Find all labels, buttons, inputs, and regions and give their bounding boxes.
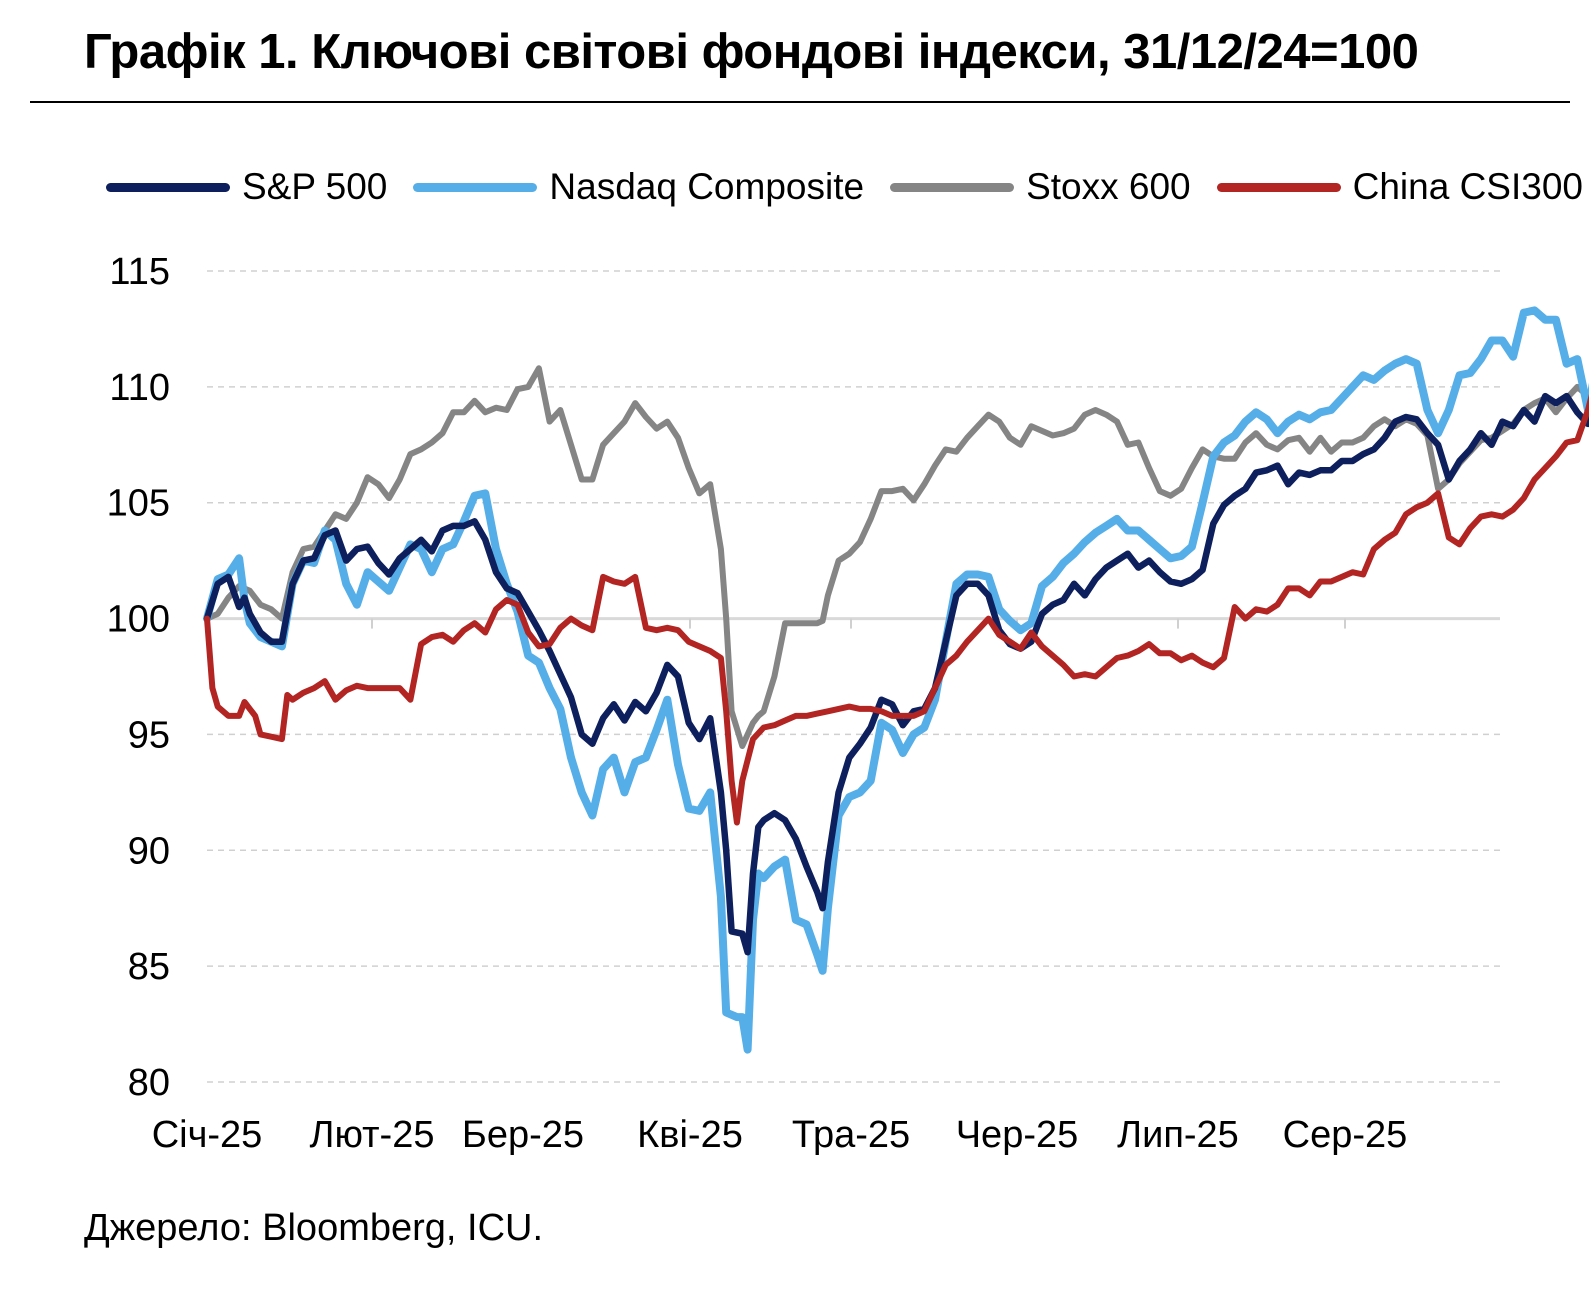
- legend-item-stoxx600: Stoxx 600: [890, 166, 1191, 208]
- x-tick-label: Лип-25: [1117, 1114, 1239, 1156]
- y-tick-label: 80: [128, 1062, 170, 1104]
- legend-label-csi300: China CSI300: [1352, 166, 1583, 207]
- y-tick-label: 100: [107, 599, 170, 641]
- y-tick-label: 95: [128, 714, 170, 756]
- title-divider: [30, 101, 1570, 103]
- x-tick-label: Бер-25: [462, 1114, 584, 1156]
- x-tick-label: Кві-25: [637, 1114, 743, 1156]
- axis-layer: 80 85 90 95 100 105 110 115 Січ-25 Лют-25 Бер-25 Кв…: [107, 251, 1408, 1156]
- line-chart: 80 85 90 95 100 105 110 115 Січ-25 Лют-25 Бер-25 Кв…: [107, 251, 1589, 1156]
- legend-item-sp500: S&P 500: [106, 166, 387, 208]
- chart-legend: S&P 500 Nasdaq Composite Stoxx 600 China…: [106, 162, 1583, 212]
- legend-swatch-stoxx600: [890, 182, 1015, 192]
- series-line-china-csi300: [204, 394, 1589, 826]
- series-layer: [203, 306, 1589, 1054]
- x-tick-label: Тра-25: [792, 1114, 910, 1156]
- legend-swatch-csi300: [1216, 182, 1341, 192]
- y-tick-label: 85: [128, 946, 170, 988]
- legend-label-sp500: S&P 500: [242, 166, 388, 207]
- x-tick-label: Січ-25: [152, 1114, 263, 1156]
- x-tick-label: Лют-25: [310, 1114, 435, 1156]
- source-note: Джерело: Bloomberg, ICU.: [84, 1207, 544, 1249]
- legend-label-stoxx600: Stoxx 600: [1026, 166, 1191, 207]
- chart-title: Графік 1. Ключові світові фондові індекс…: [84, 25, 1419, 79]
- legend-label-nasdaq: Nasdaq Composite: [549, 166, 865, 207]
- series-line-stoxx-600: [204, 365, 1589, 749]
- legend-item-nasdaq: Nasdaq Composite: [413, 166, 864, 208]
- y-tick-label: 90: [128, 830, 170, 872]
- y-tick-label: 110: [109, 367, 170, 409]
- legend-swatch-nasdaq: [413, 182, 538, 192]
- series-line-nasdaq-composite: [203, 306, 1589, 1054]
- x-tick-label: Чер-25: [956, 1114, 1079, 1156]
- series-line-s-p-500: [203, 392, 1589, 956]
- legend-item-csi300: China CSI300: [1216, 166, 1583, 208]
- grid-layer: [207, 270, 1500, 1083]
- x-tick-label: Сер-25: [1283, 1114, 1408, 1156]
- legend-swatch-sp500: [106, 182, 230, 192]
- y-tick-label: 115: [109, 251, 170, 293]
- y-tick-label: 105: [107, 483, 170, 525]
